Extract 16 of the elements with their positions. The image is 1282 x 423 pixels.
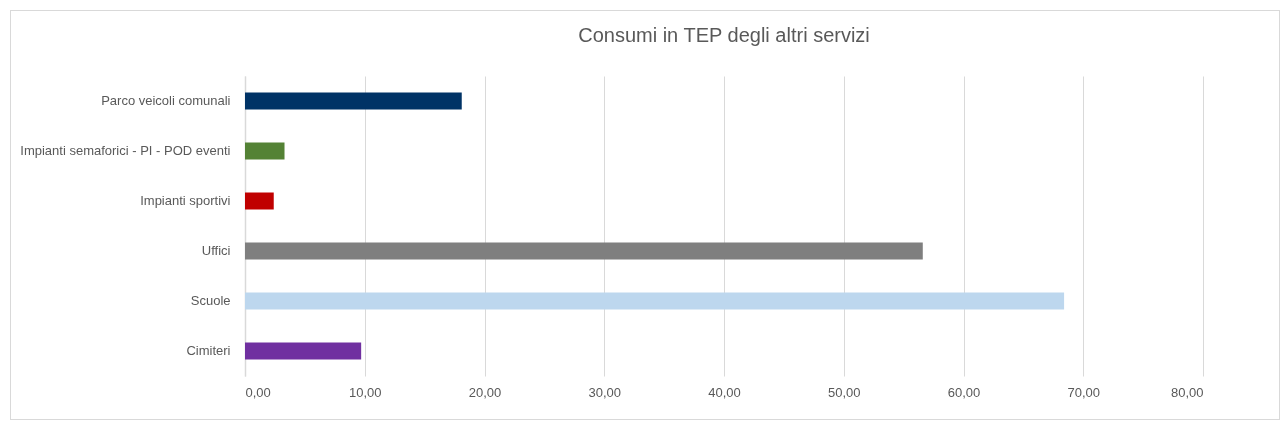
y-tick-label: Uffici [201,243,231,258]
y-tick-label: Cimiteri [186,343,231,358]
chart-title: Consumi in TEP degli altri servizi [578,24,870,46]
x-tick-label: 0,00 [245,384,271,400]
x-tick-label: 40,00 [708,384,741,400]
y-tick-label: Parco veicoli comunali [101,93,231,108]
x-tick-label: 60,00 [947,384,981,400]
x-tick-label: 80,00 [1170,384,1204,400]
y-tick-label: Impianti sportivi [140,193,231,208]
x-tick-label: 70,00 [1067,384,1101,400]
y-tick-label: Impianti semaforici - PI - POD eventi [20,143,231,158]
x-tick-label: 30,00 [588,384,622,400]
y-tick-label: Scuole [190,293,231,308]
x-tick-label: 20,00 [468,384,502,400]
x-tick-label: 10,00 [348,384,382,400]
x-tick-label: 50,00 [827,384,861,400]
